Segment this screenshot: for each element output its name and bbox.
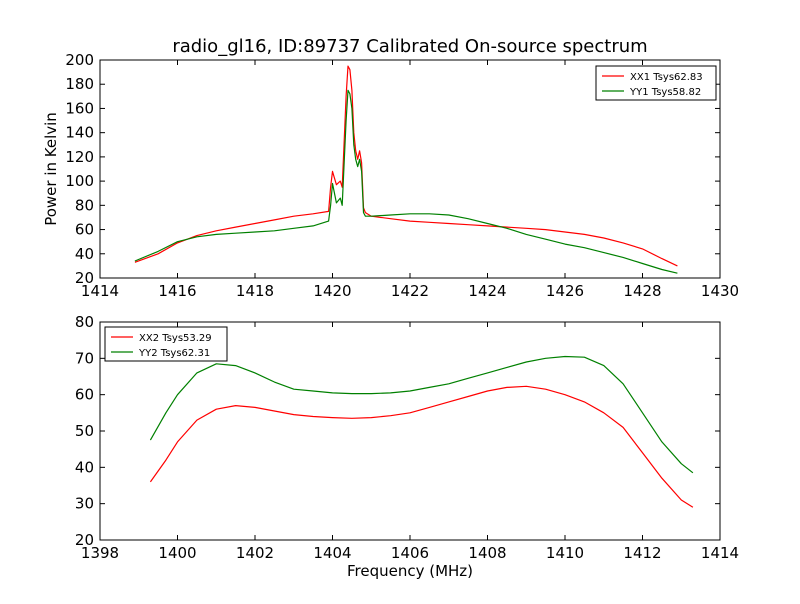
x-tick-label: 1410 [546,544,584,562]
y-tick-label: 40 [75,245,94,263]
x-tick-label: 1430 [701,282,739,300]
x-tick-label: 1412 [623,544,661,562]
legend-label: XX2 Tsys53.29 [139,333,212,344]
legend-label: YY1 Tsys58.82 [629,87,701,98]
legend-box [104,326,228,362]
x-tick-label: 1398 [81,544,119,562]
chart-title: radio_gl16, ID:89737 Calibrated On-sourc… [172,36,647,57]
bottom-plot: 1398 1400 1402 1404 1406 1408 1410 1412 1414 20 30… [75,313,739,580]
series-line-2-1 [149,385,694,508]
x-tick-label: 1420 [313,282,351,300]
y-tick-label: 120 [65,148,94,166]
top-plot: 1414 1416 1418 1420 1422 1424 1426 1428 1430 20 40… [42,51,739,300]
series-line-1-1 [134,65,678,267]
x-tick-label: 1406 [391,544,429,562]
legend-label: YY2 Tsys62.31 [138,348,210,359]
legend: XX1 Tsys62.83 YY1 Tsys58.82 [595,65,717,101]
x-tick-label: 1402 [236,544,274,562]
series-line-2-2 [149,355,694,474]
x-axis-label: Frequency (MHz) [347,562,473,580]
legend-label: XX1 Tsys62.83 [630,72,703,83]
y-tick-label: 60 [75,386,94,404]
x-tick-label: 1424 [468,282,506,300]
legend-box [595,65,717,101]
x-tick-label: 1414 [81,282,119,300]
x-tick-label: 1422 [391,282,429,300]
x-tick-label: 1428 [623,282,661,300]
y-tick-label: 40 [75,458,94,476]
x-tick-label: 1404 [313,544,351,562]
x-tick-label: 1400 [158,544,196,562]
y-tick-label: 200 [65,51,94,69]
y-tick-label: 70 [75,349,94,367]
y-tick-label: 20 [75,269,94,287]
y-tick-label: 80 [75,313,94,331]
y-tick-label: 180 [65,75,94,93]
y-tick-label: 160 [65,99,94,117]
x-tick-label: 1414 [701,544,739,562]
x-tick-label: 1418 [236,282,274,300]
x-tick-label: 1408 [468,544,506,562]
y-tick-label: 20 [75,531,94,549]
y-tick-label: 80 [75,196,94,214]
legend: XX2 Tsys53.29 YY2 Tsys62.31 [104,326,228,362]
y-axis-label: Power in Kelvin [42,112,60,226]
x-tick-label: 1416 [158,282,196,300]
y-tick-label: 50 [75,422,94,440]
series-line-1-2 [134,89,678,274]
x-tick-label: 1426 [546,282,584,300]
y-tick-label: 60 [75,221,94,239]
y-tick-label: 30 [75,495,94,513]
y-tick-label: 100 [65,172,94,190]
y-tick-label: 140 [65,124,94,142]
